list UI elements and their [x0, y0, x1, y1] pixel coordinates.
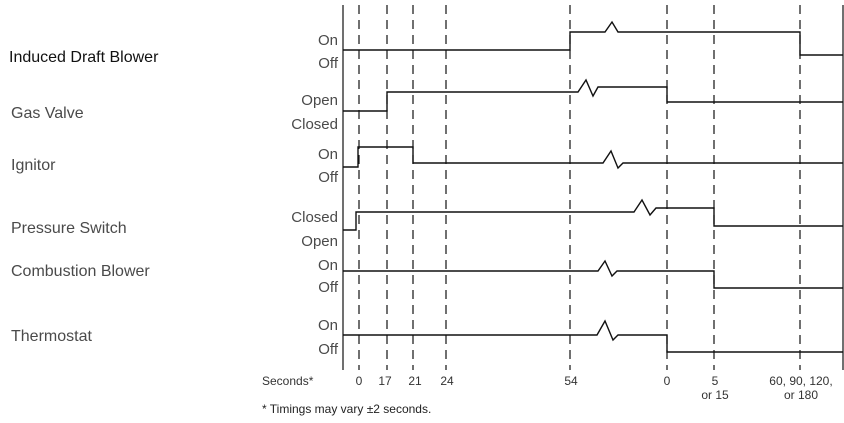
timing-footnote: * Timings may vary ±2 seconds. — [262, 402, 431, 416]
axis-ticks: 0 17 21 24 54 0 5 or 15 60, 90, 120, or … — [356, 374, 833, 402]
tick-label-5: 5 — [712, 374, 719, 388]
tick-label-60-alt: or 180 — [784, 388, 818, 402]
row-label-gas-valve: Gas Valve — [11, 105, 84, 122]
row-label-pressure-switch: Pressure Switch — [11, 220, 127, 237]
signal-thermostat — [343, 319, 843, 353]
state-high-gas-valve: Open — [301, 92, 338, 109]
row-label-thermostat: Thermostat — [11, 328, 92, 345]
state-low-thermostat: Off — [318, 341, 339, 358]
state-high-induced-draft-blower: On — [318, 32, 338, 49]
signal-traces — [343, 20, 843, 353]
state-high-ignitor: On — [318, 146, 338, 163]
axis-label-seconds: Seconds* — [262, 374, 314, 388]
tick-label-24: 24 — [440, 374, 454, 388]
signal-gas-valve — [343, 78, 843, 112]
state-labels: On Off Open Closed On Off Closed Open On… — [291, 32, 339, 358]
signal-induced-draft-blower — [343, 20, 843, 56]
row-label-ignitor: Ignitor — [11, 157, 56, 174]
tick-label-54: 54 — [564, 374, 578, 388]
tick-label-21: 21 — [408, 374, 422, 388]
signal-pressure-switch — [343, 198, 843, 231]
tick-label-reset-0: 0 — [664, 374, 671, 388]
state-high-pressure-switch: Closed — [291, 209, 338, 226]
state-low-gas-valve: Closed — [291, 116, 338, 133]
tick-label-17: 17 — [378, 374, 392, 388]
state-low-combustion-blower: Off — [318, 279, 339, 296]
signal-combustion-blower — [343, 259, 843, 289]
tick-label-60: 60, 90, 120, — [769, 374, 832, 388]
state-low-pressure-switch: Open — [301, 233, 338, 250]
tick-label-5-alt: or 15 — [701, 388, 729, 402]
row-label-combustion-blower: Combustion Blower — [11, 263, 150, 280]
time-gridlines — [358, 5, 801, 370]
state-low-induced-draft-blower: Off — [318, 55, 339, 72]
state-high-thermostat: On — [318, 317, 338, 334]
tick-label-0: 0 — [356, 374, 363, 388]
row-label-induced-draft-blower: Induced Draft Blower — [9, 49, 159, 66]
state-low-ignitor: Off — [318, 169, 339, 186]
signal-ignitor — [343, 146, 843, 170]
state-high-combustion-blower: On — [318, 257, 338, 274]
